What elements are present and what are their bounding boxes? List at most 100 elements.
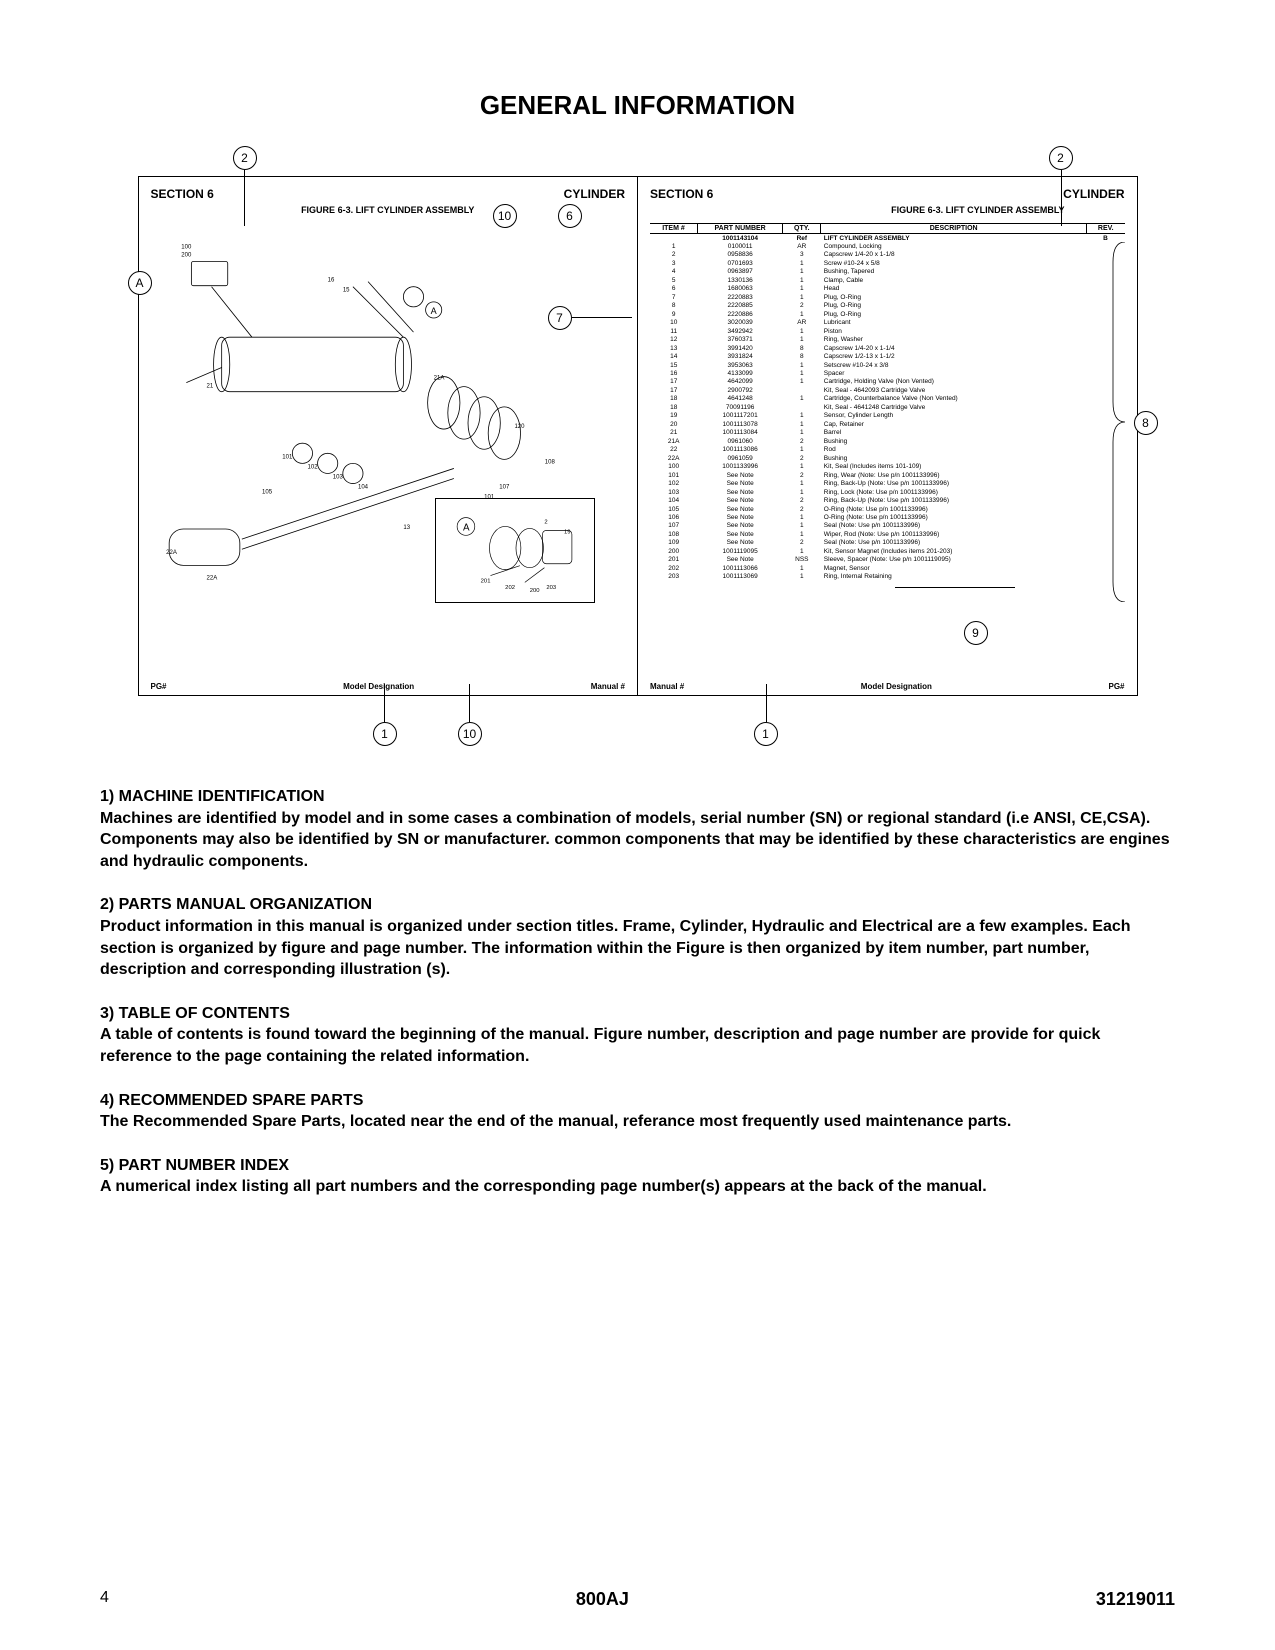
inset-detail: A 219 201202 200203 (435, 498, 595, 603)
svg-text:A: A (463, 522, 470, 533)
table-row: 108See Note1Wiper, Rod (Note: Use p/n 10… (650, 530, 1125, 538)
table-row: 409638971Bushing, Tapered (650, 268, 1125, 276)
lead-line (244, 170, 245, 226)
page-number: 4 (100, 1589, 109, 1610)
lead-line (572, 317, 632, 318)
svg-text:120: 120 (514, 424, 525, 430)
lead-line (384, 684, 385, 722)
page-title: GENERAL INFORMATION (100, 90, 1175, 121)
col-pn: PART NUMBER (697, 224, 782, 234)
callout-2-left: 2 (233, 146, 257, 170)
svg-text:201: 201 (481, 578, 491, 584)
table-row: 922208861Plug, O-Ring (650, 310, 1125, 318)
table-row: 105See Note2O-Ring (Note: Use p/n 100113… (650, 505, 1125, 513)
callout-1-right: 1 (754, 722, 778, 746)
table-row: 2110011130841Barrel (650, 429, 1125, 437)
svg-text:104: 104 (357, 485, 368, 491)
callout-8: 8 (1134, 411, 1158, 435)
page-footer: 4 800AJ 31219011 (100, 1589, 1175, 1610)
callout-10-top: 10 (493, 204, 517, 228)
bottom-label: Manual # (650, 682, 684, 691)
svg-text:21A: 21A (433, 376, 445, 382)
svg-text:19: 19 (564, 529, 571, 535)
svg-text:202: 202 (505, 585, 515, 591)
bottom-label: PG# (151, 682, 167, 691)
callout-7: 7 (548, 306, 572, 330)
svg-text:105: 105 (262, 490, 273, 496)
lead-line (766, 684, 767, 722)
table-row: 201See NoteNSSSleeve, Spacer (Note: Use … (650, 556, 1125, 564)
figure-title: FIGURE 6-3. LIFT CYLINDER ASSEMBLY (151, 205, 626, 215)
callout-2-right: 2 (1049, 146, 1073, 170)
svg-text:2: 2 (544, 520, 547, 526)
svg-text:107: 107 (499, 485, 510, 491)
section-body: A numerical index listing all part numbe… (100, 1176, 1175, 1198)
svg-text:21: 21 (206, 384, 213, 390)
table-row: 1339914208Capscrew 1/4-20 x 1-1/4 (650, 344, 1125, 352)
svg-text:22A: 22A (206, 575, 218, 581)
table-row: 616800631Head (650, 285, 1125, 293)
table-row: 2210011130861Rod (650, 446, 1125, 454)
section-label: SECTION 6 (151, 187, 214, 201)
bottom-label: Model Designation (343, 682, 414, 691)
table-row: 1439318248Capscrew 1/2-13 x 1-1/2 (650, 353, 1125, 361)
svg-text:200: 200 (181, 252, 192, 258)
table-row: 109See Note2Seal (Note: Use p/n 10011339… (650, 539, 1125, 547)
exploded-view: 100200 1615 A 21 21A 120 101102 103104 1… (151, 223, 626, 623)
table-row: 104See Note2Ring, Back-Up (Note: Use p/n… (650, 497, 1125, 505)
section-title: 5) PART NUMBER INDEX (100, 1155, 1175, 1177)
table-row: 513301361Clamp, Cable (650, 276, 1125, 284)
table-row: 1134929421Piston (650, 327, 1125, 335)
table-row: 172900792Kit, Seal - 4642093 Cartridge V… (650, 386, 1125, 394)
section-title: 2) PARTS MANUAL ORGANIZATION (100, 894, 1175, 916)
svg-text:15: 15 (342, 288, 349, 294)
table-row: 20210011130661Magnet, Sensor (650, 564, 1125, 572)
lead-line (469, 684, 470, 722)
table-row: 1641330991Spacer (650, 370, 1125, 378)
callout-1-left: 1 (373, 722, 397, 746)
svg-text:101: 101 (282, 454, 293, 460)
panel-left: SECTION 6 CYLINDER FIGURE 6-3. LIFT CYLI… (139, 177, 638, 695)
table-row: 209588363Capscrew 1/4-20 x 1-1/8 (650, 251, 1125, 259)
table-row: 1846412481Cartridge, Counterbalance Valv… (650, 395, 1125, 403)
table-row: 307016931Screw #10-24 x 5/8 (650, 259, 1125, 267)
table-row: 822208852Plug, O-Ring (650, 302, 1125, 310)
svg-text:16: 16 (327, 278, 334, 284)
table-row: 101See Note2Ring, Wear (Note: Use p/n 10… (650, 471, 1125, 479)
table-row: 22A09610592Bushing (650, 454, 1125, 462)
svg-text:A: A (430, 306, 437, 316)
section-title: 4) RECOMMENDED SPARE PARTS (100, 1090, 1175, 1112)
col-item: ITEM # (650, 224, 697, 234)
table-row: 1539530631Setscrew #10-24 x 3/8 (650, 361, 1125, 369)
section-body: Machines are identified by model and in … (100, 808, 1175, 873)
table-row: 10100011ARCompound, Locking (650, 242, 1125, 250)
table-row: 21A09610602Bushing (650, 437, 1125, 445)
panel-right: SECTION 6 CYLINDER FIGURE 6-3. LIFT CYLI… (638, 177, 1137, 695)
body-text: 1) MACHINE IDENTIFICATIONMachines are id… (100, 786, 1175, 1198)
callout-A: A (128, 271, 152, 295)
callout-6: 6 (558, 204, 582, 228)
figure-title: FIGURE 6-3. LIFT CYLINDER ASSEMBLY (650, 205, 1125, 215)
diagram-panel: SECTION 6 CYLINDER FIGURE 6-3. LIFT CYLI… (138, 176, 1138, 696)
table-row: 20010011190951Kit, Sensor Magnet (Includ… (650, 547, 1125, 555)
table-row: 103020039ARLubricant (650, 319, 1125, 327)
table-row: 107See Note1Seal (Note: Use p/n 10011339… (650, 522, 1125, 530)
table-row: 1746420991Cartridge, Holding Valve (Non … (650, 378, 1125, 386)
section-body: The Recommended Spare Parts, located nea… (100, 1111, 1175, 1133)
svg-text:108: 108 (544, 459, 555, 465)
svg-text:100: 100 (181, 244, 192, 250)
svg-text:102: 102 (307, 464, 318, 470)
callout-10-bottom: 10 (458, 722, 482, 746)
table-row: 2010011130781Cap, Retainer (650, 420, 1125, 428)
table-row: 102See Note1Ring, Back-Up (Note: Use p/n… (650, 480, 1125, 488)
section-label: CYLINDER (564, 187, 625, 201)
section-label: SECTION 6 (650, 187, 713, 201)
parts-table-wrap: ITEM # PART NUMBER QTY. DESCRIPTION REV.… (650, 223, 1125, 623)
section-label: CYLINDER (1063, 187, 1124, 201)
table-row: 20310011130691Ring, Internal Retaining (650, 573, 1125, 581)
table-row: 106See Note1O-Ring (Note: Use p/n 100113… (650, 513, 1125, 521)
section-body: Product information in this manual is or… (100, 916, 1175, 981)
table-row: 722208831Plug, O-Ring (650, 293, 1125, 301)
bottom-label: Model Designation (861, 682, 932, 691)
section-title: 3) TABLE OF CONTENTS (100, 1003, 1175, 1025)
